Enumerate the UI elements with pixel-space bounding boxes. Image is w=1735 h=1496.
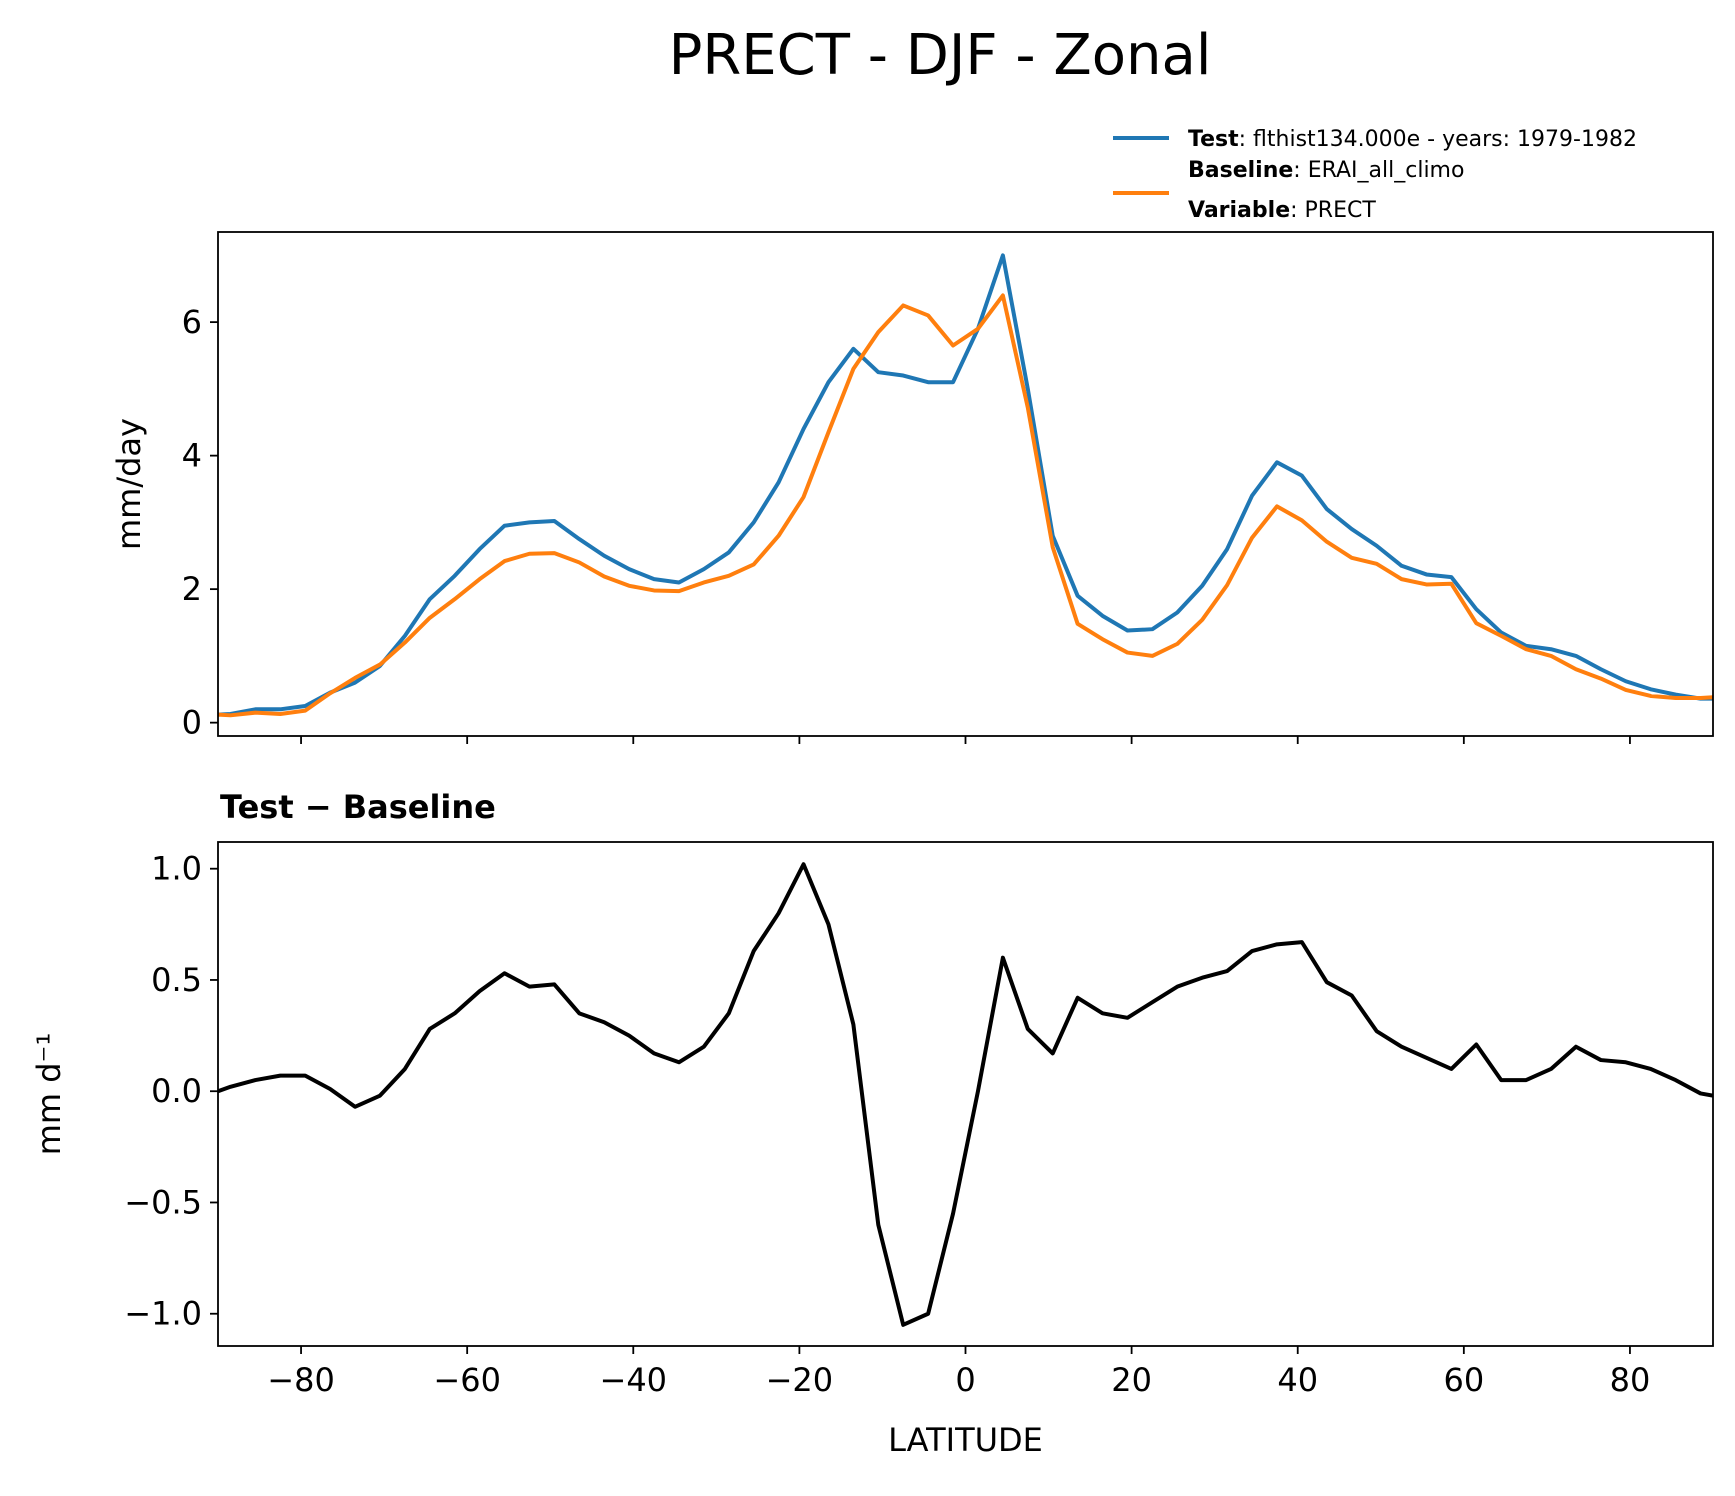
legend-label: Test: flthist134.000e - years: 1979-1982 (1188, 127, 1637, 152)
y-tick-label: 0.0 (151, 1072, 202, 1110)
axes-frame (217, 841, 1714, 1347)
x-axis-label: LATITUDE (888, 1421, 1043, 1459)
line-series (218, 293, 1713, 718)
y-tick-label: 0.5 (151, 961, 202, 999)
line-series (218, 253, 1713, 717)
x-tick-label: −40 (600, 1361, 668, 1399)
y-tick-label: 1.0 (151, 850, 202, 888)
y-tick-label: −0.5 (124, 1183, 202, 1221)
plot-area (218, 862, 1713, 1327)
x-tick-label: 20 (1111, 1361, 1152, 1399)
x-tick-label: −80 (267, 1361, 335, 1399)
y-tick-label: 4 (182, 437, 202, 475)
legend-label: Variable: PRECT (1188, 198, 1376, 223)
line-series (218, 862, 1713, 1327)
legend-description: : PRECT (1290, 198, 1376, 223)
legend-description: : flthist134.000e - years: 1979-1982 (1239, 127, 1637, 152)
y-tick-label: 6 (182, 303, 202, 341)
x-tick-label: 0 (955, 1361, 975, 1399)
axes-frame (217, 231, 1714, 737)
legend-description: : ERAI_all_climo (1293, 158, 1464, 183)
figure-title: PRECT - DJF - Zonal (669, 23, 1212, 88)
x-tick-label: 40 (1277, 1361, 1318, 1399)
legend-label: Baseline: ERAI_all_climo (1188, 158, 1464, 183)
y-tick-label: 2 (182, 570, 202, 608)
y-tick-label: 0 (182, 704, 202, 742)
legend-name: Test (1188, 127, 1239, 152)
x-tick-label: 60 (1443, 1361, 1484, 1399)
y-axis-label: mm d⁻¹ (30, 1033, 68, 1156)
legend-name: Baseline (1188, 158, 1293, 183)
x-tick-label: −20 (766, 1361, 834, 1399)
plot-area (218, 253, 1713, 718)
y-tick-label: −1.0 (124, 1295, 202, 1333)
x-tick-label: 80 (1610, 1361, 1651, 1399)
y-axis-label: mm/day (110, 418, 148, 550)
legend-name: Variable (1188, 198, 1290, 223)
x-tick-label: −60 (433, 1361, 501, 1399)
subplot-title: Test − Baseline (220, 788, 496, 826)
